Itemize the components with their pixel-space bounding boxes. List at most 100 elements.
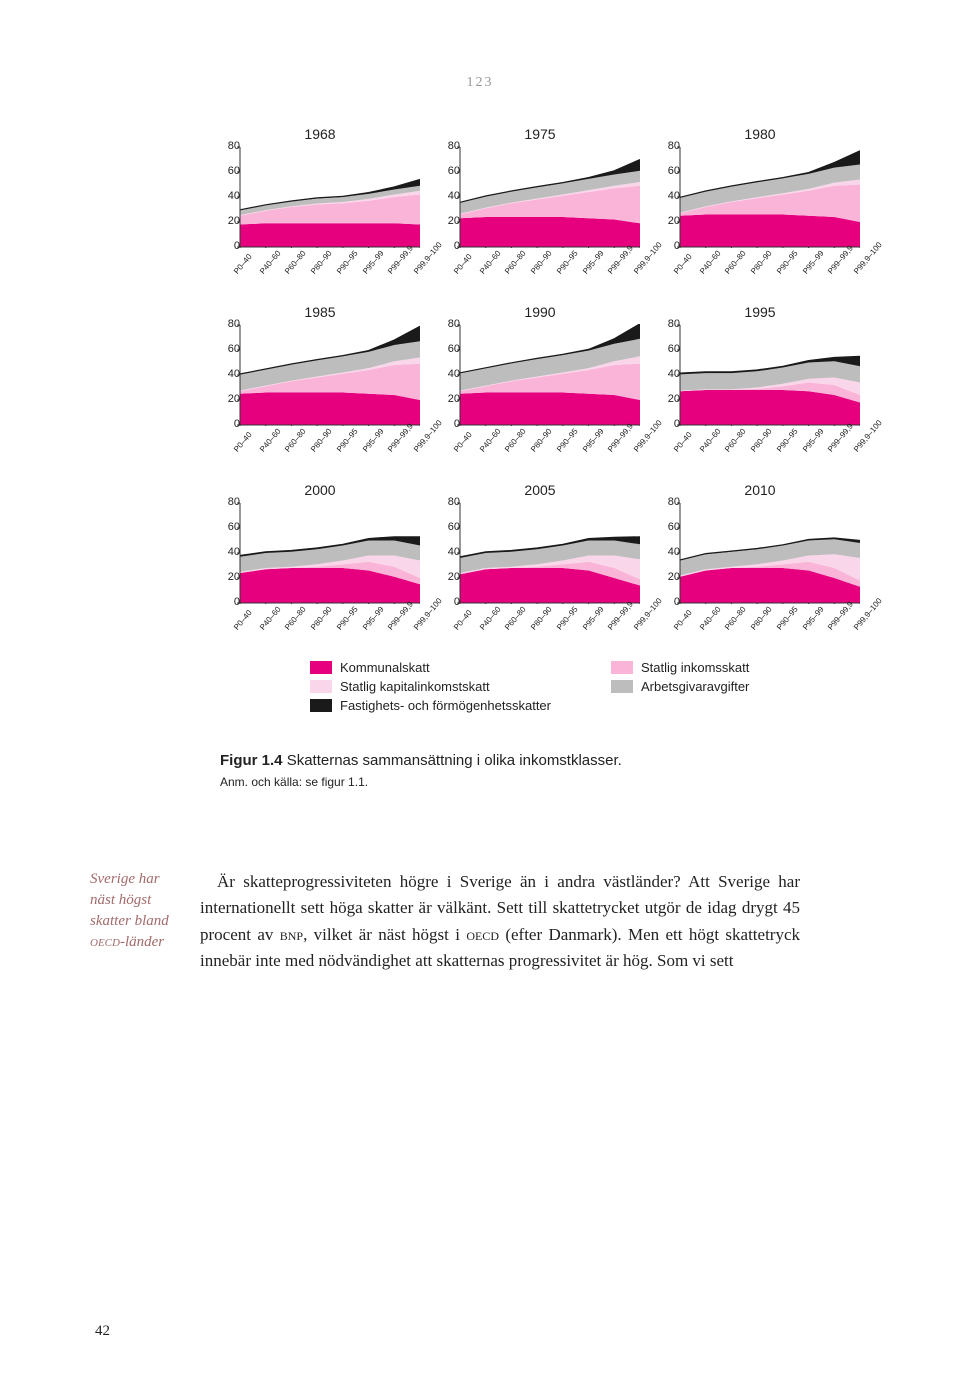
y-tick-label: 40 <box>448 190 460 202</box>
chart-year: 1995 <box>660 304 860 320</box>
chart-year: 1968 <box>220 126 420 142</box>
x-tick-label: P99–99,9 <box>386 600 415 632</box>
y-tick-label: 80 <box>668 140 680 152</box>
chart-year: 1985 <box>220 304 420 320</box>
figure-title-text: Skatternas sammansättning i olika inkoms… <box>287 752 622 769</box>
x-tick-label: P99–99,9 <box>826 600 855 632</box>
legend-swatch <box>310 661 332 674</box>
area-chart-svg <box>660 324 860 426</box>
y-tick-label: 60 <box>668 165 680 177</box>
x-tick-label: P80–90 <box>309 427 334 454</box>
x-tick-label: P95–99 <box>361 605 386 632</box>
x-tick-label: P95–99 <box>801 427 826 454</box>
figure-caption: Figur 1.4 Skatternas sammansättning i ol… <box>220 752 960 789</box>
legend-label: Arbetsgivaravgifter <box>641 679 749 694</box>
x-tick-label: P60–80 <box>283 249 308 276</box>
legend-label: Statlig kapitalinkomstskatt <box>340 679 490 694</box>
legend-item: Kommunalskatt <box>310 660 551 675</box>
x-tick-label: P40–60 <box>698 605 723 632</box>
x-tick-label: P80–90 <box>529 605 554 632</box>
x-tick-label: P80–90 <box>309 605 334 632</box>
x-tick-label: P90–95 <box>335 249 360 276</box>
chart-plot: 020406080P0–40P40–60P60–80P80–90P90–95P9… <box>440 324 640 454</box>
x-tick-label: P40–60 <box>698 427 723 454</box>
x-tick-label: P99–99,9 <box>606 600 635 632</box>
x-tick-label: P0–40 <box>232 430 254 454</box>
x-tick-label: P60–80 <box>283 427 308 454</box>
chart-plot: 020406080P0–40P40–60P60–80P80–90P90–95P9… <box>660 146 860 276</box>
chart-plot: 020406080P0–40P40–60P60–80P80–90P90–95P9… <box>660 502 860 632</box>
chart-panel: 2010020406080P0–40P40–60P60–80P80–90P90–… <box>660 482 860 632</box>
x-tick-label: P0–40 <box>452 252 474 276</box>
y-tick-label: 20 <box>228 571 240 583</box>
x-tick-label: P95–99 <box>361 249 386 276</box>
charts-grid: 1968 020406080P0–40P40–60P60–80P80–90P90–… <box>220 126 860 632</box>
x-tick-label: P90–95 <box>335 427 360 454</box>
x-tick-label: P95–99 <box>581 249 606 276</box>
x-tick-label: P99–99,9 <box>606 244 635 276</box>
y-tick-label: 40 <box>668 546 680 558</box>
chart-year: 2010 <box>660 482 860 498</box>
area-chart-svg <box>220 146 420 248</box>
body-paragraph: Är skatteprogressiviteten högre i Sverig… <box>200 869 800 974</box>
x-tick-label: P40–60 <box>478 605 503 632</box>
x-tick-label: P95–99 <box>361 427 386 454</box>
y-tick-label: 20 <box>228 215 240 227</box>
x-tick-label: P90–95 <box>775 249 800 276</box>
area-chart-svg <box>440 502 640 604</box>
y-tick-label: 60 <box>228 165 240 177</box>
x-tick-label: P90–95 <box>775 427 800 454</box>
x-tick-label: P0–40 <box>672 252 694 276</box>
chart-panel: 1990020406080P0–40P40–60P60–80P80–90P90–… <box>440 304 640 454</box>
x-tick-label: P60–80 <box>723 605 748 632</box>
y-tick-label: 60 <box>448 165 460 177</box>
chart-plot: 020406080P0–40P40–60P60–80P80–90P90–95P9… <box>220 324 420 454</box>
legend-swatch <box>611 661 633 674</box>
legend-label: Fastighets- och förmögenhetsskatter <box>340 698 551 713</box>
x-tick-label: P60–80 <box>503 605 528 632</box>
area-chart-svg <box>220 324 420 426</box>
y-tick-label: 60 <box>228 343 240 355</box>
page: 123 1968 020406080P0–40P40–60P60–80P80–90… <box>0 0 960 1390</box>
x-tick-label: P40–60 <box>478 427 503 454</box>
x-tick-label: P40–60 <box>258 249 283 276</box>
x-tick-label: P90–95 <box>555 605 580 632</box>
y-tick-label: 80 <box>668 318 680 330</box>
x-tick-label: P0–40 <box>672 608 694 632</box>
x-tick-label: P0–40 <box>452 430 474 454</box>
y-tick-label: 80 <box>448 496 460 508</box>
x-tick-label: P80–90 <box>749 605 774 632</box>
body-block: Sverige har näst högst skatter bland oec… <box>0 869 960 974</box>
figure-number: Figur 1.4 <box>220 752 283 769</box>
figure-note: Anm. och källa: se figur 1.1. <box>220 775 960 789</box>
y-tick-label: 80 <box>228 496 240 508</box>
x-tick-label: P99–99,9 <box>606 422 635 454</box>
y-tick-label: 20 <box>668 393 680 405</box>
legend-label: Statlig inkomsskatt <box>641 660 749 675</box>
area-kommunal <box>460 393 640 426</box>
x-tick-label: P90–95 <box>335 605 360 632</box>
y-tick-label: 80 <box>228 140 240 152</box>
chart-panel: 1980020406080P0–40P40–60P60–80P80–90P90–… <box>660 126 860 276</box>
y-tick-label: 80 <box>448 318 460 330</box>
chart-year: 1980 <box>660 126 860 142</box>
x-tick-label: P95–99 <box>801 249 826 276</box>
y-tick-label: 40 <box>228 546 240 558</box>
chart-plot: 020406080P0–40P40–60P60–80P80–90P90–95P9… <box>660 324 860 454</box>
page-number: 42 <box>95 1323 110 1340</box>
area-kommunal <box>240 223 420 247</box>
x-tick-label: P99–99,9 <box>826 244 855 276</box>
legend-swatch <box>310 699 332 712</box>
y-tick-label: 40 <box>448 546 460 558</box>
y-tick-label: 80 <box>228 318 240 330</box>
x-tick-label: P60–80 <box>723 249 748 276</box>
chart-year: 1975 <box>440 126 640 142</box>
legend-item: Statlig inkomsskatt <box>611 660 749 675</box>
x-tick-label: P40–60 <box>698 249 723 276</box>
y-tick-label: 20 <box>448 571 460 583</box>
y-tick-label: 60 <box>228 521 240 533</box>
page-header: 123 <box>0 75 960 91</box>
legend-label: Kommunalskatt <box>340 660 430 675</box>
x-tick-label: P90–95 <box>555 249 580 276</box>
area-chart-svg <box>220 502 420 604</box>
